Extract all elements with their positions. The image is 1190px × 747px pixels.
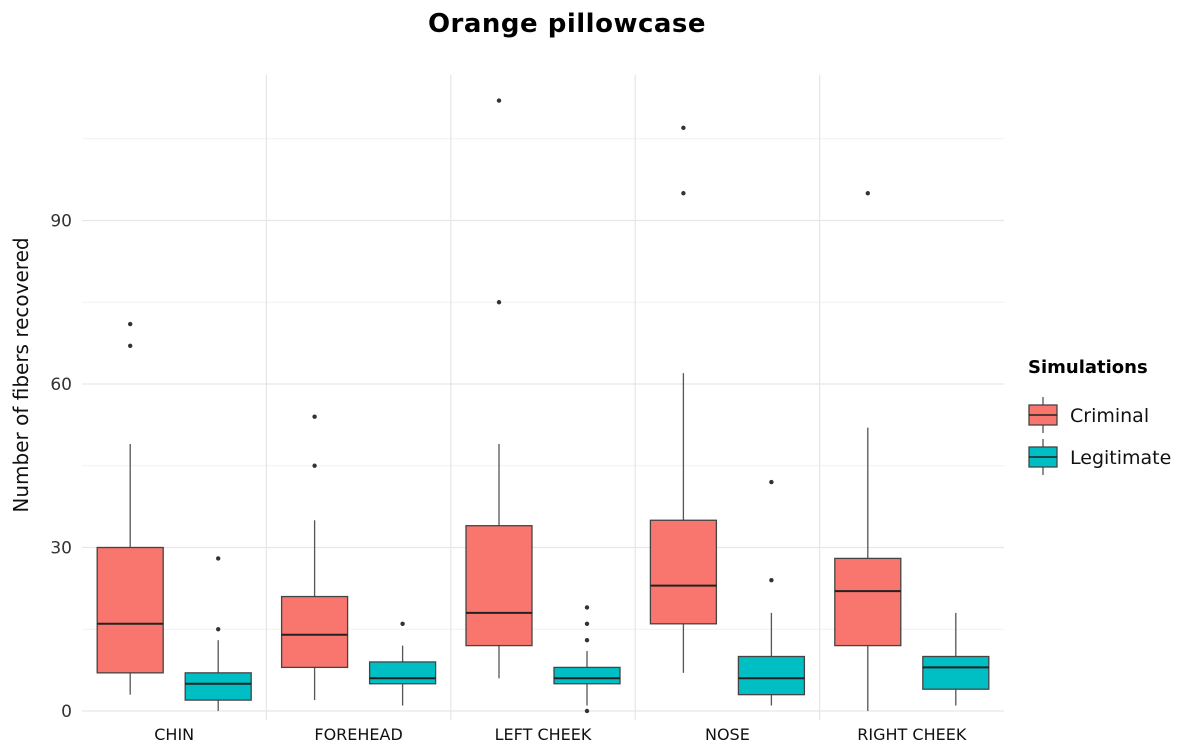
outlier-point (216, 627, 221, 632)
legend-entries: Criminal Legitimate (1028, 397, 1171, 475)
outlier-point (496, 300, 502, 305)
box-body (368, 661, 437, 685)
outlier-point (400, 621, 405, 626)
outlier-point (216, 556, 221, 561)
legend-label: Criminal (1070, 405, 1149, 427)
box-body (280, 595, 349, 669)
outlier-point (584, 708, 590, 714)
y-tick-label: 0 (61, 702, 72, 722)
box-legitimate-right-cheek (922, 612, 990, 706)
y-axis-title: Number of fibers recovered (9, 237, 33, 512)
legend-title: Simulations (1028, 357, 1148, 378)
box-legitimate-left-cheek (553, 605, 621, 714)
box-legitimate-chin (184, 556, 252, 711)
outlier-point (681, 125, 686, 131)
outlier-point (584, 637, 590, 643)
legend-entry-criminal: Criminal (1028, 397, 1149, 433)
legend-entry-legitimate: Legitimate (1028, 439, 1171, 475)
box-body (737, 655, 806, 696)
box-legitimate-forehead (368, 621, 437, 706)
box-body (922, 655, 990, 690)
box-criminal-nose (649, 125, 718, 673)
x-tick-label: RIGHT CHEEK (857, 725, 967, 744)
outlier-point (584, 605, 590, 610)
box-body (96, 546, 164, 674)
outlier-point (496, 98, 502, 103)
x-tick-label: CHIN (154, 725, 194, 744)
box-legitimate-nose (737, 479, 806, 706)
chart-title: Orange pillowcase (428, 9, 706, 39)
outlier-point (128, 343, 133, 349)
x-tick-label: LEFT CHEEK (495, 725, 592, 744)
outlier-point (865, 191, 870, 196)
outlier-point (128, 321, 133, 327)
boxplot-layer (96, 98, 990, 714)
box-body (649, 519, 718, 625)
y-tick-label: 60 (50, 375, 72, 395)
legend-label: Legitimate (1070, 447, 1171, 469)
box-criminal-left-cheek (465, 98, 533, 679)
y-axis-ticks: 0 30 60 90 (50, 212, 72, 723)
x-tick-label: FOREHEAD (314, 725, 402, 744)
outlier-point (681, 191, 686, 196)
y-tick-label: 90 (50, 212, 72, 232)
x-axis-ticks: CHIN FOREHEAD LEFT CHEEK NOSE RIGHT CHEEK (154, 725, 967, 744)
box-body (184, 672, 252, 701)
grid (82, 75, 1004, 720)
box-criminal-chin (96, 321, 164, 695)
box-body (553, 666, 621, 685)
x-tick-label: NOSE (705, 725, 750, 744)
box-body (834, 557, 902, 647)
outlier-point (312, 463, 317, 468)
outlier-point (769, 578, 774, 583)
outlier-point (769, 479, 774, 485)
box-criminal-forehead (280, 414, 349, 701)
box-body (465, 525, 533, 647)
y-tick-label: 30 (50, 539, 72, 559)
box-criminal-right-cheek (834, 191, 902, 711)
outlier-point (584, 621, 590, 626)
outlier-point (312, 414, 317, 419)
legend: Simulations Criminal Legitimate (1028, 357, 1171, 475)
